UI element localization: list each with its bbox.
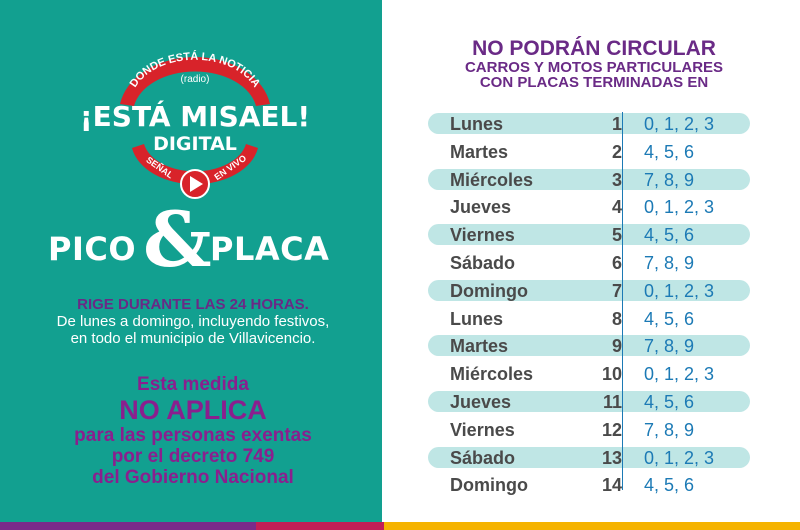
row-band <box>428 224 750 246</box>
schedule-day: Sábado <box>450 447 516 468</box>
schedule-row: Martes 9 7, 8, 9 <box>428 332 750 360</box>
row-band <box>428 113 750 134</box>
schedule-row: Miércoles 10 0, 1, 2, 3 <box>428 360 750 388</box>
schedule-day: Miércoles <box>450 169 534 190</box>
schedule-date: 12 <box>601 419 622 440</box>
schedule-row: Domingo 14 4, 5, 6 <box>428 471 750 499</box>
title-line-1: NO PODRÁN CIRCULAR <box>472 37 716 60</box>
medida-line-5: del Gobierno Nacional <box>92 467 294 488</box>
medida-line-4: por el decreto 749 <box>111 446 275 467</box>
row-band <box>428 279 750 301</box>
schedule-day: Sábado <box>450 252 516 273</box>
schedule-plates: 4, 5, 6 <box>644 391 695 412</box>
schedule-plates: 7, 8, 9 <box>644 419 695 440</box>
medida-line-3: para las personas exentas <box>74 425 312 446</box>
rige-headline: RIGE DURANTE LAS 24 HORAS. <box>77 296 309 313</box>
schedule-row: Domingo 7 0, 1, 2, 3 <box>428 277 750 305</box>
row-band <box>428 390 750 412</box>
schedule-row: Lunes 1 0, 1, 2, 3 <box>428 110 750 138</box>
left-panel <box>0 0 382 522</box>
title-line-2: CARROS Y MOTOS PARTICULARES <box>464 59 724 76</box>
schedule-day: Viernes <box>450 419 515 440</box>
pico-word: PICO <box>48 230 137 268</box>
logo-radio-text: (radio) <box>181 74 210 85</box>
schedule-date: 6 <box>611 252 622 273</box>
row-band <box>428 335 750 357</box>
schedule-day: Martes <box>450 336 509 357</box>
schedule-date: 3 <box>611 169 622 190</box>
logo-main-text: ¡ESTÁ MISAEL! <box>80 99 310 133</box>
schedule-row: Sábado 6 7, 8, 9 <box>428 249 750 277</box>
restriction-title: NO PODRÁN CIRCULAR CARROS Y MOTOS PARTIC… <box>392 37 796 91</box>
schedule-date: 4 <box>611 197 622 218</box>
schedule-day: Jueves <box>450 391 512 412</box>
schedule-date: 11 <box>602 391 622 412</box>
row-band <box>428 446 750 468</box>
schedule-row: Martes 2 4, 5, 6 <box>428 138 750 166</box>
schedule-date: 10 <box>601 364 622 385</box>
schedule-date: 8 <box>611 308 622 329</box>
play-icon <box>180 169 210 199</box>
ampersand: & <box>143 195 212 284</box>
schedule-plates: 0, 1, 2, 3 <box>644 364 715 385</box>
schedule-row: Viernes 5 4, 5, 6 <box>428 221 750 249</box>
medida-line-2: NO APLICA <box>119 395 267 425</box>
schedule-plates: 0, 1, 2, 3 <box>644 114 715 134</box>
medida-line-1: Esta medida <box>137 374 249 395</box>
bottom-color-stripe <box>0 522 800 530</box>
schedule-date: 9 <box>611 336 622 357</box>
schedule-day: Martes <box>450 141 509 162</box>
schedule-day: Domingo <box>450 280 528 301</box>
schedule-date: 5 <box>611 225 622 246</box>
schedule-plates: 7, 8, 9 <box>644 336 695 357</box>
schedule-day: Lunes <box>450 308 504 329</box>
rige-body: De lunes a domingo, incluyendo festivos,… <box>56 313 330 347</box>
schedule-row: Lunes 8 4, 5, 6 <box>428 305 750 333</box>
schedule-day: Domingo <box>450 475 528 496</box>
schedule-plates: 4, 5, 6 <box>644 225 695 246</box>
schedule-plates: 4, 5, 6 <box>644 475 695 496</box>
esta-misael-logo: DONDE ESTÁ LA NOTICIA (radio) ¡ESTÁ MISA… <box>80 50 310 199</box>
logo-sub-text: DIGITAL <box>153 133 237 155</box>
schedule-table: Lunes 1 0, 1, 2, 3 Martes 2 4, 5, 6 Miércoles 3… <box>428 110 750 499</box>
row-band <box>428 168 750 190</box>
schedule-day: Miércoles <box>450 364 534 385</box>
schedule-plates: 4, 5, 6 <box>644 308 695 329</box>
title-line-3: CON PLACAS TERMINADAS EN <box>479 74 709 91</box>
schedule-plates: 0, 1, 2, 3 <box>644 197 715 218</box>
schedule-row: Jueves 4 0, 1, 2, 3 <box>428 193 750 221</box>
schedule-plates: 7, 8, 9 <box>644 252 695 273</box>
schedule-plates: 7, 8, 9 <box>644 169 695 190</box>
schedule-row: Miércoles 3 7, 8, 9 <box>428 166 750 194</box>
schedule-day: Lunes <box>450 114 504 134</box>
schedule-row: Sábado 13 0, 1, 2, 3 <box>428 444 750 472</box>
pico-placa-title: PICO & PLACA <box>48 202 348 282</box>
schedule-date: 13 <box>601 447 622 468</box>
schedule-day: Jueves <box>450 197 512 218</box>
medida-block: Esta medida NO APLICA para las personas … <box>40 374 346 488</box>
schedule-date: 14 <box>601 475 622 496</box>
placa-word: PLACA <box>210 230 330 268</box>
schedule-day: Viernes <box>450 225 515 246</box>
schedule-plates: 0, 1, 2, 3 <box>644 447 715 468</box>
schedule-plates: 0, 1, 2, 3 <box>644 280 715 301</box>
table-divider <box>622 112 623 490</box>
schedule-date: 2 <box>611 141 622 162</box>
schedule-row: Jueves 11 4, 5, 6 <box>428 388 750 416</box>
schedule-date: 7 <box>611 280 622 301</box>
schedule-row: Viernes 12 7, 8, 9 <box>428 416 750 444</box>
schedule-date: 1 <box>611 114 622 134</box>
schedule-plates: 4, 5, 6 <box>644 141 695 162</box>
rige-block: RIGE DURANTE LAS 24 HORAS. De lunes a do… <box>48 296 338 347</box>
